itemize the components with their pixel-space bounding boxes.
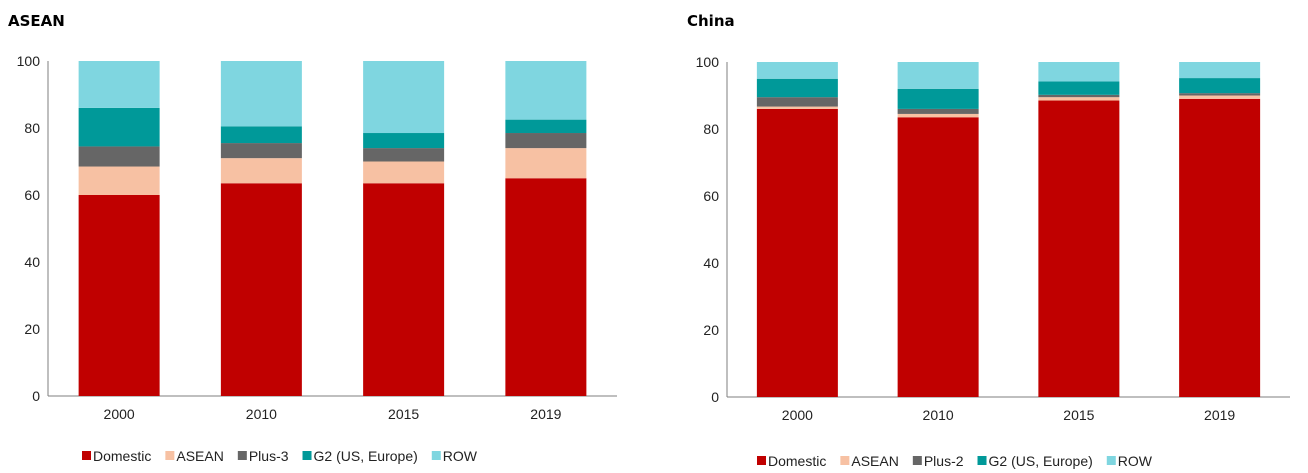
y-tick-label: 100 <box>696 54 720 70</box>
y-tick-label: 40 <box>703 255 719 271</box>
y-tick-label: 60 <box>24 187 40 203</box>
bar-segment <box>1038 62 1120 82</box>
y-tick-label: 20 <box>24 321 40 337</box>
y-tick-label: 60 <box>703 188 719 204</box>
bar-segment <box>897 113 979 118</box>
legend-label: G2 (US, Europe) <box>314 448 418 464</box>
chart-panel-1: China 0 20 40 60 80 100 2000 2010 2015 2019 Domesti… <box>687 12 1290 469</box>
bar-segment <box>78 107 160 147</box>
y-tick-label: 0 <box>32 388 40 404</box>
x-tick-label: 2015 <box>388 406 419 422</box>
bar-segment <box>505 148 587 179</box>
bar-segment <box>78 195 160 396</box>
y-tick-label: 80 <box>24 120 40 136</box>
bar-segment <box>1038 94 1120 98</box>
bar-segment <box>363 133 445 149</box>
bar-segment <box>220 126 302 144</box>
bar-segment <box>756 108 838 398</box>
legend-label: Plus-3 <box>249 448 289 464</box>
bar-segment <box>505 133 587 149</box>
legend-swatch <box>1106 456 1116 465</box>
legend-label: Plus-2 <box>924 453 964 469</box>
bar-segment <box>220 158 302 184</box>
legend-swatch <box>302 451 312 460</box>
x-tick-label: 2010 <box>246 406 277 422</box>
legend-item: ASEAN <box>165 448 224 464</box>
legend-swatch <box>431 451 441 460</box>
bar-segment <box>756 97 838 107</box>
chart-title: ASEAN <box>8 12 65 30</box>
legend-label: ROW <box>1118 453 1153 469</box>
legend-item: Domestic <box>757 453 826 469</box>
legend-swatch <box>165 451 175 460</box>
bar-segment <box>220 183 302 396</box>
legend-swatch <box>840 456 850 465</box>
bar-segment <box>363 61 445 134</box>
x-tick-label: 2019 <box>530 406 561 422</box>
legend-item: Plus-3 <box>237 448 289 464</box>
legend-label: Domestic <box>768 453 826 469</box>
bar-segment <box>1179 95 1261 99</box>
bar-segment <box>363 148 445 162</box>
bar-segment <box>897 62 979 89</box>
bar-segment <box>1179 93 1261 96</box>
y-tick-label: 40 <box>24 254 40 270</box>
bar-segment <box>78 61 160 108</box>
bar-segment <box>78 166 160 195</box>
legend-swatch <box>757 456 766 465</box>
bar-segment <box>1038 97 1120 101</box>
bar-segment <box>1179 62 1261 79</box>
y-tick-label: 100 <box>17 53 41 69</box>
legend-item: ASEAN <box>840 453 899 469</box>
legend-label: Domestic <box>93 448 151 464</box>
y-tick-label: 80 <box>703 121 719 137</box>
bar-segment <box>756 106 838 109</box>
legend-label: ASEAN <box>176 448 223 464</box>
legend-item: ROW <box>1106 453 1153 469</box>
bar-segment <box>505 119 587 134</box>
legend: Domestic ASEAN Plus-2 G2 (US, Europe) ROW <box>757 453 1153 469</box>
bar-segment <box>756 78 838 98</box>
y-tick-label: 20 <box>703 322 719 338</box>
legend-swatch <box>912 456 922 465</box>
y-tick-label: 0 <box>711 389 719 405</box>
bar-segment <box>220 143 302 159</box>
legend: Domestic ASEAN Plus-3 G2 (US, Europe) ROW <box>82 448 478 464</box>
x-tick-label: 2000 <box>104 406 135 422</box>
x-tick-label: 2019 <box>1204 407 1235 423</box>
legend-item: ROW <box>431 448 478 464</box>
x-tick-label: 2015 <box>1063 407 1094 423</box>
legend-item: G2 (US, Europe) <box>977 453 1093 469</box>
legend-item: Domestic <box>82 448 151 464</box>
bar-segment <box>756 62 838 79</box>
bar-segment <box>1038 81 1120 95</box>
legend-swatch <box>977 456 987 465</box>
bar-segment <box>78 146 160 167</box>
bar-segment <box>505 178 587 396</box>
bar-segment <box>363 161 445 184</box>
bar-segment <box>1038 100 1120 398</box>
bar-segment <box>363 183 445 396</box>
legend-swatch <box>237 451 247 460</box>
chart-title: China <box>687 12 735 30</box>
legend-swatch <box>82 451 91 460</box>
x-tick-label: 2000 <box>782 407 813 423</box>
bar-segment <box>1179 78 1261 94</box>
bar-segment <box>1179 98 1261 397</box>
bar-segment <box>220 61 302 127</box>
bar-segment <box>897 88 979 109</box>
chart-panel-0: ASEAN 0 20 40 60 80 100 2000 2010 2015 2019 Domesti… <box>8 12 617 464</box>
legend-label: ASEAN <box>851 453 898 469</box>
bar-segment <box>897 108 979 114</box>
legend-label: ROW <box>443 448 478 464</box>
x-tick-label: 2010 <box>923 407 954 423</box>
bar-segment <box>505 61 587 120</box>
legend-item: Plus-2 <box>912 453 964 469</box>
legend-label: G2 (US, Europe) <box>989 453 1093 469</box>
legend-item: G2 (US, Europe) <box>302 448 418 464</box>
bar-segment <box>897 117 979 398</box>
